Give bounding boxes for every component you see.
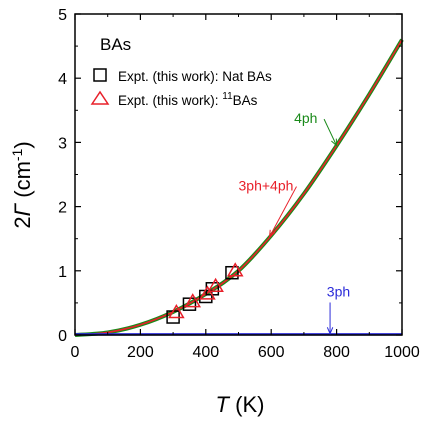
x-axis-symbol: T: [216, 392, 231, 417]
y-axis-unit-exp: -1: [9, 148, 25, 161]
legend-square-marker: [93, 68, 107, 82]
x-tick-label-1: 200: [127, 344, 154, 361]
data-point-11bas: [226, 262, 244, 277]
legend-triangle-marker: [90, 90, 110, 105]
legend-entry-11bas: Expt. (this work): 11BAs: [118, 91, 258, 108]
annotation-arrow-1: [269, 186, 297, 238]
y-axis-title: 2Γ (cm-1): [9, 141, 35, 228]
plot-frame: [74, 13, 403, 336]
material-label: BAs: [100, 35, 131, 54]
x-tick-label-5: 1000: [384, 344, 420, 361]
y-tick-label-4: 4: [58, 71, 67, 88]
y-tick-label-0: 0: [58, 328, 67, 345]
y-tick-label-5: 5: [58, 7, 67, 24]
data-point-11bas: [184, 293, 202, 308]
ticks-layer: 0 200 400 600 800 1000 0 1 2 3 4 5: [58, 7, 420, 361]
annotation-1: 3ph+4ph: [239, 178, 294, 194]
x-tick-label-2: 400: [192, 344, 219, 361]
data-point-11bas: [207, 277, 224, 292]
x-axis-title: T (K): [216, 392, 265, 417]
x-tick-label-4: 800: [323, 344, 350, 361]
x-axis-unit: (K): [229, 392, 264, 417]
data-point-nat-bas: [182, 297, 197, 311]
markers-layer: [166, 262, 244, 324]
y-tick-label-1: 1: [58, 264, 67, 281]
legend-entry-11bas-sup: 11: [222, 91, 233, 102]
annotation-arrowhead-0: [331, 138, 338, 147]
annotations-layer: 4ph 3ph+4ph 3ph: [239, 110, 350, 335]
data-point-nat-bas: [225, 265, 239, 280]
y-axis-unit-close: ): [10, 141, 35, 148]
annotation-arrowhead-1: [268, 229, 276, 238]
data-point-11bas: [199, 285, 216, 300]
x-tick-label-0: 0: [71, 344, 80, 361]
legend-entry-11bas-suffix: BAs: [233, 93, 258, 108]
annotation-2: 3ph: [327, 283, 350, 299]
legend-entry-nat-bas: Expt. (this work): Nat BAs: [118, 69, 272, 84]
y-axis-unit-open: (cm: [10, 161, 35, 204]
y-axis-prefix: 2: [10, 216, 35, 228]
x-tick-label-3: 600: [258, 344, 285, 361]
y-tick-label-2: 2: [58, 200, 67, 217]
y-axis-symbol: Γ: [10, 202, 35, 216]
annotation-arrowhead-2: [326, 327, 334, 335]
legend-entry-11bas-prefix: Expt. (this work):: [118, 93, 222, 108]
annotation-0: 4ph: [294, 110, 317, 126]
y-tick-label-3: 3: [58, 135, 67, 152]
legend: Expt. (this work): Nat BAs Expt. (this w…: [90, 68, 272, 108]
data-point-11bas: [168, 304, 185, 319]
annotation-arrow-0: [323, 118, 338, 146]
